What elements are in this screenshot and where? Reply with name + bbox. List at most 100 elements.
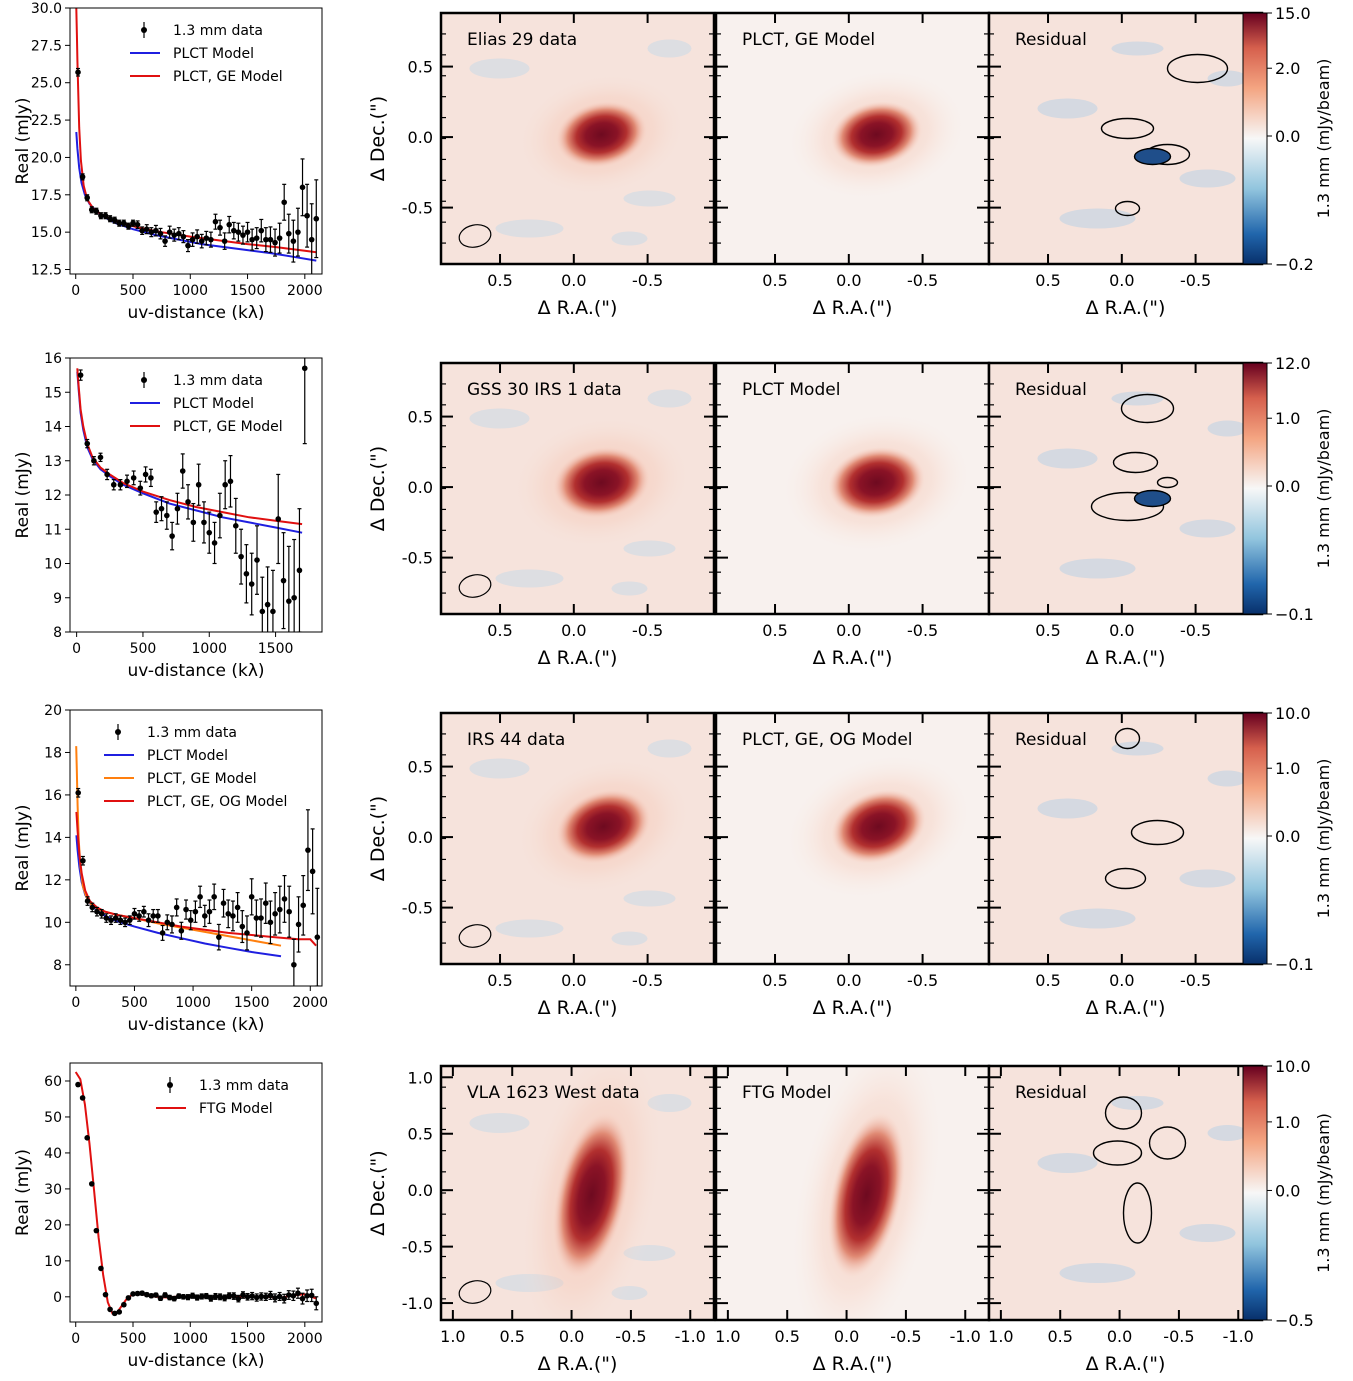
data-point (130, 1291, 136, 1297)
negative-residual (1133, 147, 1172, 166)
data-point (248, 878, 255, 916)
noise-patch (1111, 391, 1164, 406)
data-point (226, 215, 233, 234)
data-point (285, 213, 292, 254)
data-point (176, 1293, 182, 1299)
noise-patch (1179, 519, 1236, 538)
beam-ellipse (458, 924, 492, 948)
marker (153, 227, 159, 234)
data-point (164, 501, 170, 530)
marker (180, 233, 187, 240)
image-content (441, 713, 714, 964)
data-point (171, 228, 178, 242)
marker (94, 908, 100, 915)
marker (112, 915, 119, 921)
data-point (270, 569, 276, 632)
emission-blob (556, 789, 651, 864)
x-tick-label: -0.5 (907, 971, 938, 990)
data-point (221, 232, 228, 250)
colorbar-ramp (1242, 12, 1268, 265)
data-point (264, 566, 271, 632)
data-point (143, 224, 150, 235)
colorbar: 15.0 2.0 0.0 −0.2 1.3 mm (mJy/beam) (1242, 4, 1333, 274)
marker (130, 1291, 136, 1297)
marker (185, 1294, 191, 1300)
marker (249, 236, 255, 243)
y-axis-label: Δ Dec.(") (367, 1150, 389, 1235)
y-tick-label: 20 (44, 1218, 62, 1234)
marker (88, 1181, 95, 1187)
x-axis-label: Δ R.A.(") (538, 997, 618, 1019)
image-content (716, 13, 989, 264)
x-tick-label: 0.5 (762, 621, 787, 640)
y-tick-label: -0.5 (402, 899, 433, 918)
colorbar: 10.0 1.0 0.0 −0.5 1.3 mm (mJy/beam) (1242, 1057, 1333, 1330)
data-point (136, 910, 142, 922)
colorbar-tick-label: 1.0 (1275, 759, 1300, 778)
marker (110, 481, 117, 488)
panel-label: Residual (1015, 30, 1087, 50)
image-panel-residual: Residual -1.0 -0.5 0.0 0.5 1.0 Δ R.A.(") (987, 1064, 1264, 1375)
marker (148, 1292, 155, 1299)
marker (253, 1294, 260, 1301)
marker (243, 570, 250, 577)
data-point (208, 231, 214, 248)
data-point (93, 207, 100, 215)
y-tick-label: 0.0 (408, 128, 433, 147)
y-tick-label: 60 (44, 1074, 62, 1090)
marker (281, 1295, 288, 1302)
marker (88, 206, 95, 213)
emission-blob (553, 446, 650, 519)
data-point (258, 218, 265, 243)
legend-entry: 1.3 mm data (173, 373, 263, 389)
data-points (75, 67, 320, 274)
data-point (139, 226, 145, 235)
marker (189, 1292, 196, 1299)
marker (102, 1291, 109, 1298)
image-content (989, 363, 1262, 614)
data-point (79, 1095, 86, 1101)
marker (183, 906, 189, 913)
legend-entry: 1.3 mm data (173, 23, 263, 39)
x-tick-label: 1.0 (988, 1327, 1013, 1346)
data-point (104, 468, 110, 481)
data-point (116, 219, 123, 227)
emission-blob (831, 789, 926, 864)
y-tick-label: 15 (44, 385, 62, 401)
data-point (139, 1290, 145, 1297)
data-point (277, 885, 283, 934)
colorbar: 12.0 1.0 0.0 −0.1 1.3 mm (mJy/beam) (1242, 354, 1333, 624)
image-panel-data: GSS 30 IRS 1 data -0.5 0.0 0.5 Δ R.A.(") (439, 361, 716, 669)
emission-blob (831, 101, 922, 168)
marker (249, 1293, 255, 1299)
marker (221, 1295, 228, 1301)
y-axis-label: Δ Dec.(") (367, 96, 389, 181)
marker (254, 557, 260, 563)
y-tick-label: 12 (44, 488, 62, 504)
x-tick-label: 1500 (230, 283, 266, 299)
marker (125, 1295, 132, 1301)
y-tick-label: 0.5 (408, 758, 433, 777)
data-point (112, 913, 119, 923)
data-point (124, 474, 130, 489)
data-point (103, 913, 110, 923)
x-tick-label: 0 (71, 995, 80, 1011)
marker (212, 1293, 219, 1300)
y-tick-label: 20 (44, 703, 62, 719)
data-point (98, 908, 105, 919)
data-point (159, 924, 166, 941)
data-point (166, 225, 173, 239)
data-point (216, 923, 222, 951)
marker (259, 608, 266, 615)
marker (197, 894, 203, 900)
data-point (75, 1081, 81, 1088)
marker (134, 221, 141, 228)
marker (299, 1295, 306, 1302)
x-axis-label: Δ R.A.(") (538, 647, 618, 669)
data-point (286, 885, 292, 938)
data-point (267, 900, 274, 945)
marker (176, 1293, 182, 1299)
marker (107, 1306, 113, 1313)
data-point (107, 215, 113, 223)
legend-marker (141, 27, 147, 33)
